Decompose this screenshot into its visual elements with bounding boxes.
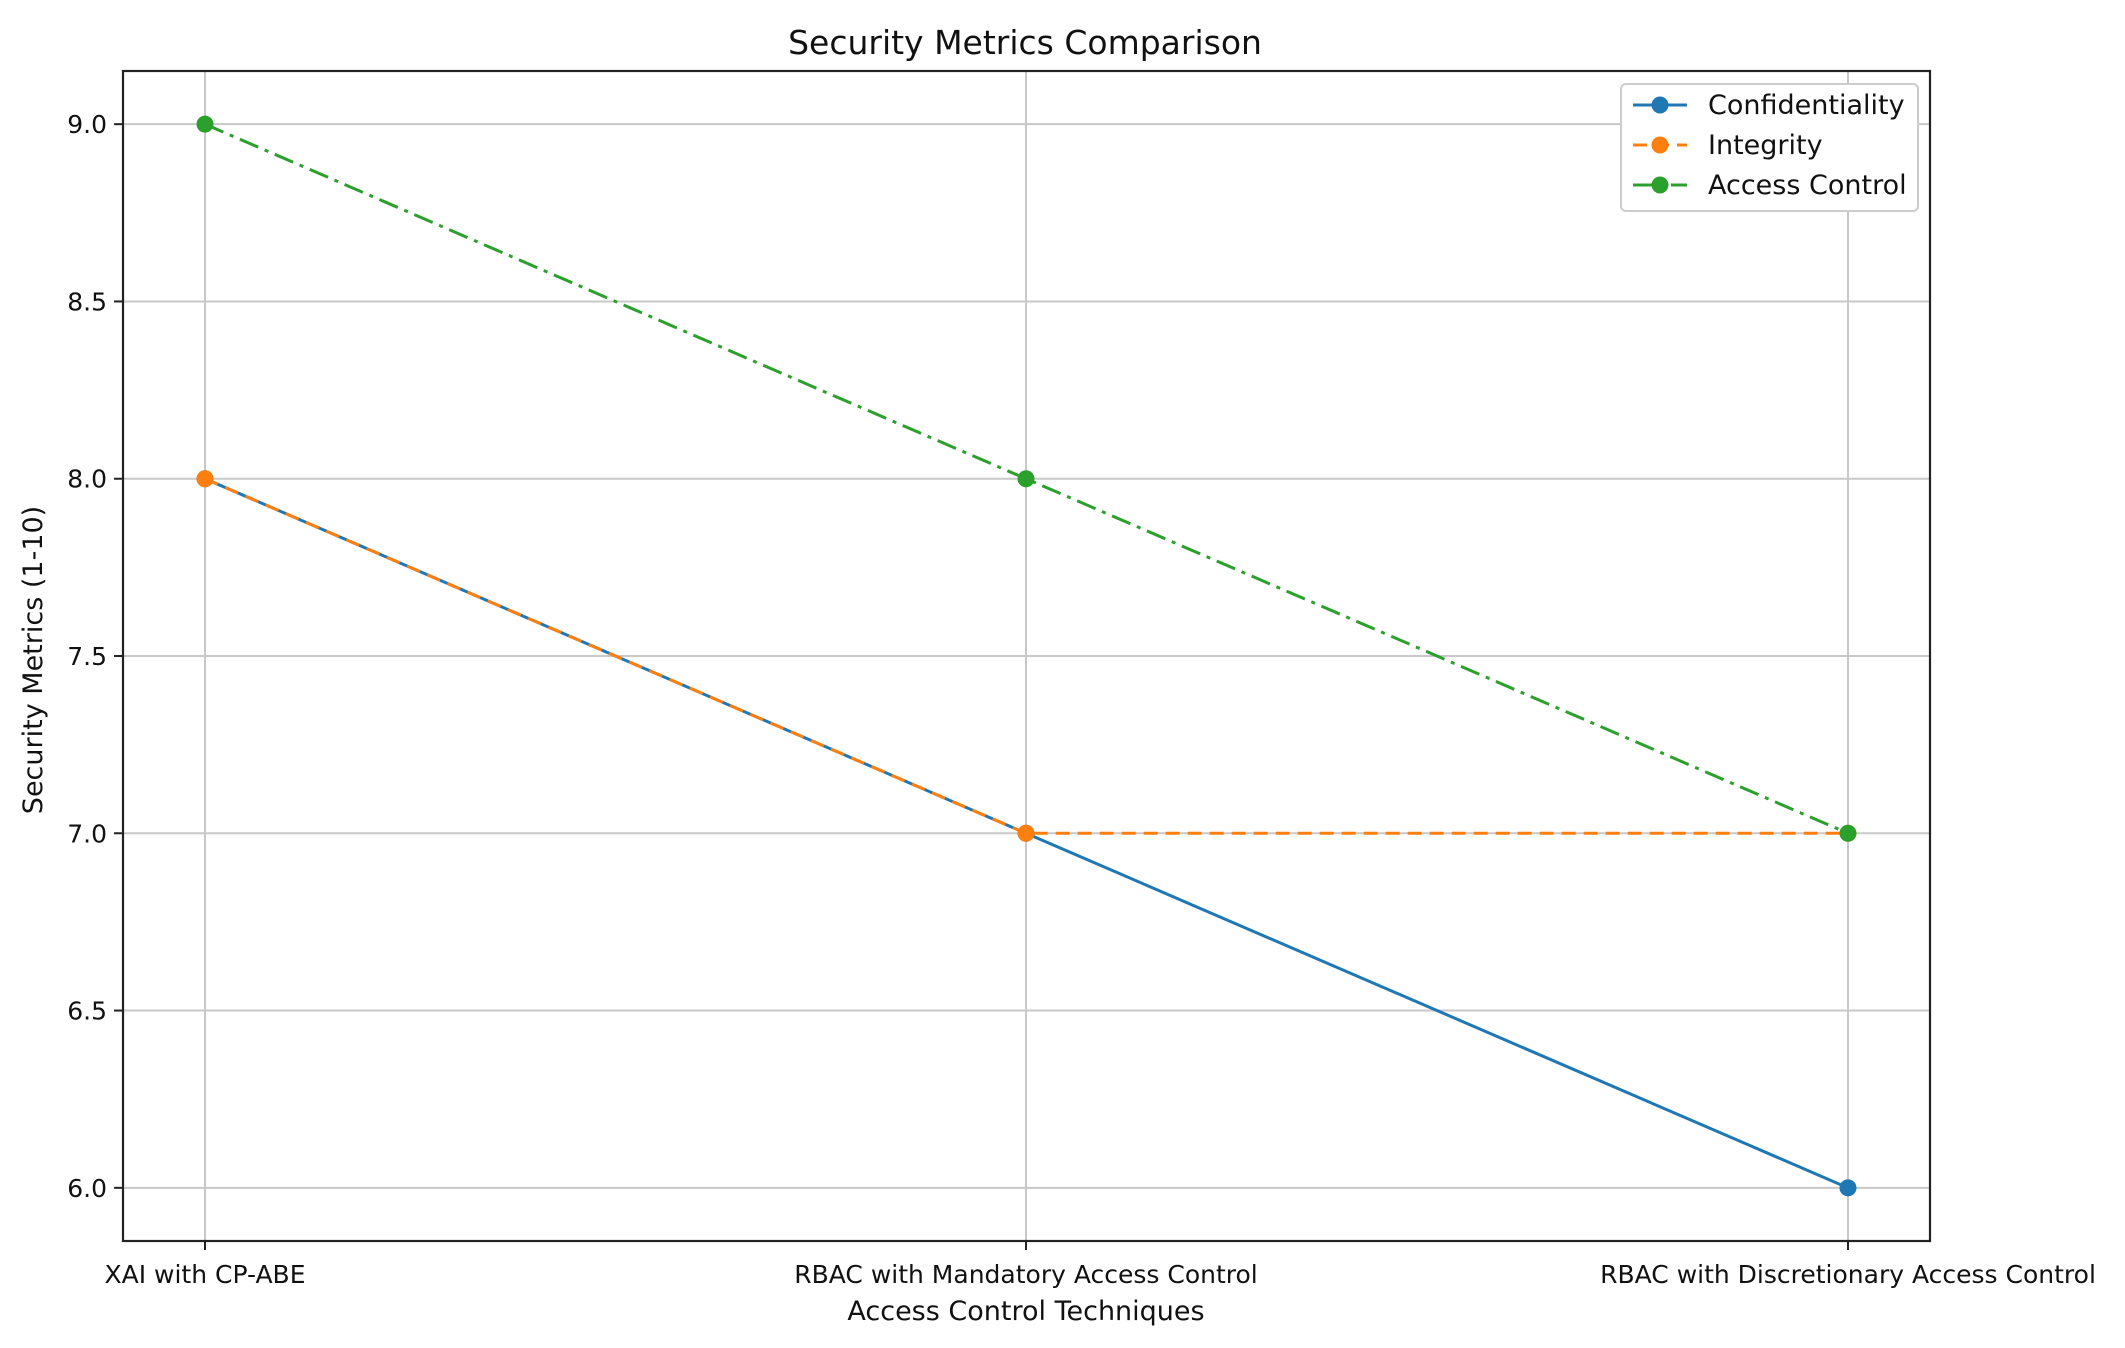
y-tick-label: 7.5 — [67, 642, 107, 671]
series-line-access-control — [204, 122, 1849, 835]
data-point-access-control — [1017, 470, 1035, 488]
y-tick-label: 6.5 — [67, 997, 107, 1026]
data-point-access-control — [196, 115, 214, 133]
legend: Confidentiality Integrity Access Control — [1620, 83, 1919, 212]
series-layer — [196, 115, 1857, 1197]
legend-label: Access Control — [1708, 170, 1907, 201]
legend-box — [1620, 83, 1919, 212]
legend-marker — [1651, 136, 1669, 154]
x-tick-label: XAI with CP-ABE — [104, 1260, 305, 1289]
data-point-confidentiality — [1839, 1179, 1857, 1197]
legend-marker — [1651, 96, 1669, 114]
axis-ticks: 6.0 6.5 7.0 7.5 8.0 8.5 9.0 XAI with CP-ABE RBAC… — [67, 110, 2096, 1289]
legend-label: Integrity — [1708, 130, 1823, 161]
y-tick-label: 8.0 — [67, 465, 107, 494]
y-axis-label: Security Metrics (1-10) — [18, 506, 49, 814]
legend-label: Confidentiality — [1708, 90, 1905, 121]
data-point-integrity — [1017, 824, 1035, 842]
data-point-integrity — [196, 470, 214, 488]
x-tick-label: RBAC with Mandatory Access Control — [794, 1260, 1258, 1289]
y-tick-label: 8.5 — [67, 287, 107, 316]
grid-lines — [123, 71, 1930, 1241]
x-axis-label: Access Control Techniques — [847, 1296, 1204, 1327]
y-tick-label: 7.0 — [67, 819, 107, 848]
legend-marker — [1651, 176, 1669, 194]
x-tick-label: RBAC with Discretionary Access Control — [1600, 1260, 2096, 1289]
data-point-access-control — [1839, 824, 1857, 842]
chart-title: Security Metrics Comparison — [788, 23, 1262, 62]
series-line-integrity — [204, 477, 1848, 835]
y-tick-label: 6.0 — [67, 1174, 107, 1203]
y-tick-label: 9.0 — [67, 110, 107, 139]
